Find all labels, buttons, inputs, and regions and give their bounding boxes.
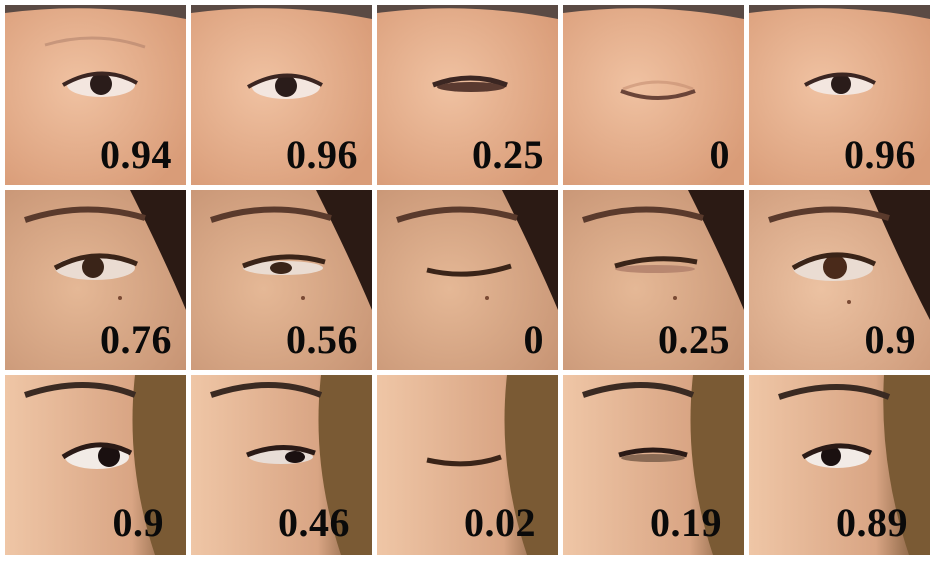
openness-score: 0.9 <box>112 500 164 545</box>
eye-crop-r2-c2: 0.56 <box>191 190 372 370</box>
eye-crop-r1-c2: 0.96 <box>191 5 372 185</box>
eye-crop-r1-c1: 0.94 <box>5 5 186 185</box>
eye-photo-image <box>749 5 930 185</box>
eye-photo-image <box>191 5 372 185</box>
eye-photo-image <box>563 190 744 370</box>
openness-score: 0 <box>523 317 544 362</box>
openness-score: 0.25 <box>658 317 730 362</box>
eye-crop-r1-c4: 0 <box>563 5 744 185</box>
eye-crop-r2-c4: 0.25 <box>563 190 744 370</box>
eye-crop-r1-c5: 0.96 <box>749 5 930 185</box>
eye-crop-grid: 0.94 0.96 0.25 0 <box>5 5 930 555</box>
eye-photo-image <box>749 375 930 555</box>
eye-crop-r2-c1: 0.76 <box>5 190 186 370</box>
openness-score: 0.89 <box>836 500 908 545</box>
eye-photo-image <box>5 5 186 185</box>
openness-score: 0.56 <box>286 317 358 362</box>
eye-photo-image <box>563 5 744 185</box>
openness-score: 0.25 <box>472 132 544 177</box>
eye-photo-image <box>377 5 558 185</box>
openness-score: 0.96 <box>844 132 916 177</box>
eye-photo-image <box>749 190 930 370</box>
eye-crop-r2-c3: 0 <box>377 190 558 370</box>
eye-crop-r1-c3: 0.25 <box>377 5 558 185</box>
openness-score: 0.94 <box>100 132 172 177</box>
eye-crop-r3-c3: 0.02 <box>377 375 558 555</box>
eye-crop-r2-c5: 0.9 <box>749 190 930 370</box>
openness-score: 0.46 <box>278 500 350 545</box>
eye-photo-image <box>5 375 186 555</box>
openness-score: 0.96 <box>286 132 358 177</box>
eye-photo-image <box>377 190 558 370</box>
eye-photo-image <box>191 190 372 370</box>
eye-crop-r3-c1: 0.9 <box>5 375 186 555</box>
openness-score: 0.19 <box>650 500 722 545</box>
eye-photo-image <box>191 375 372 555</box>
openness-score: 0.9 <box>864 317 916 362</box>
eye-photo-image <box>377 375 558 555</box>
openness-score: 0 <box>709 132 730 177</box>
eye-crop-r3-c5: 0.89 <box>749 375 930 555</box>
openness-score: 0.02 <box>464 500 536 545</box>
openness-score: 0.76 <box>100 317 172 362</box>
eye-crop-r3-c4: 0.19 <box>563 375 744 555</box>
eye-crop-r3-c2: 0.46 <box>191 375 372 555</box>
eye-photo-image <box>563 375 744 555</box>
eye-photo-image <box>5 190 186 370</box>
